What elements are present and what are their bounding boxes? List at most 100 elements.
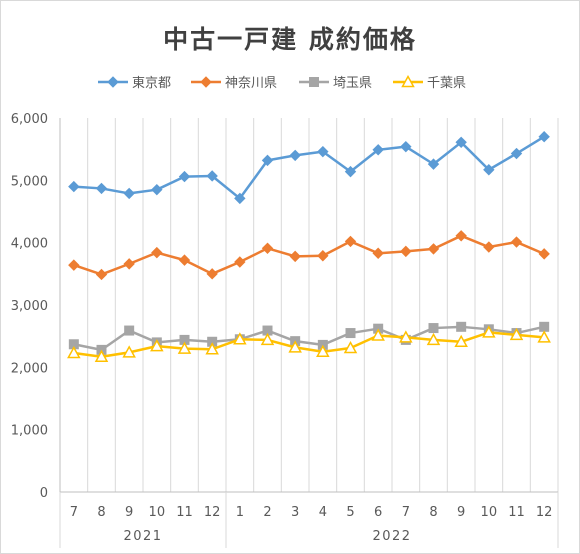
data-point	[538, 130, 550, 143]
data-point	[206, 170, 218, 182]
data-point	[178, 254, 191, 266]
data-point	[261, 242, 274, 254]
x-tick-label: 10	[149, 505, 166, 520]
y-tick-label: 5,000	[11, 174, 48, 189]
data-point	[539, 321, 550, 332]
data-point	[151, 183, 163, 196]
data-point	[538, 248, 550, 260]
data-point	[205, 342, 219, 355]
data-point	[67, 345, 81, 359]
data-point	[537, 330, 551, 343]
data-point	[122, 345, 136, 358]
data-point	[260, 332, 275, 346]
data-point	[345, 328, 356, 339]
axes	[59, 118, 558, 493]
data-point	[400, 140, 412, 153]
y-tick-label: 4,000	[11, 237, 48, 252]
series-line	[73, 331, 545, 358]
y-tick-label: 0	[40, 486, 48, 501]
data-point	[454, 334, 468, 348]
data-point	[343, 340, 358, 354]
data-point	[124, 325, 135, 336]
data-point	[456, 321, 467, 332]
data-point	[400, 245, 412, 258]
data-point	[401, 74, 415, 88]
x-tick-label: 3	[291, 505, 299, 520]
data-point	[123, 258, 135, 270]
y-tick-label: 2,000	[11, 361, 48, 376]
data-point	[206, 268, 218, 280]
x-tick-label: 8	[97, 505, 105, 520]
data-point	[178, 170, 191, 183]
data-point	[177, 341, 192, 354]
y-tick-label: 6,000	[11, 112, 48, 127]
legend-label: 埼玉県	[333, 76, 372, 91]
legend-label: 神奈川県	[225, 76, 277, 91]
data-point	[482, 325, 496, 338]
chart-title: 中古一戸建 成約価格	[163, 25, 417, 54]
plot-area	[67, 130, 551, 362]
data-point	[107, 76, 119, 88]
data-point	[233, 332, 247, 345]
x-tick-label: 9	[125, 505, 133, 520]
data-point	[68, 180, 80, 193]
data-point	[427, 158, 440, 170]
data-point	[288, 340, 302, 353]
data-point	[510, 147, 523, 160]
legend-item: 千葉県	[393, 74, 466, 91]
data-point	[372, 247, 384, 259]
x-tick-label: 7	[70, 505, 78, 520]
x-tick-label: 12	[204, 505, 221, 520]
x-tick-label: 7	[402, 505, 410, 520]
legend-label: 東京都	[132, 75, 171, 91]
data-point	[316, 344, 330, 357]
series-line	[73, 234, 545, 276]
year-label: 2021	[123, 529, 162, 544]
data-point	[427, 243, 440, 255]
data-point	[455, 136, 467, 149]
x-tick-label: 11	[508, 505, 525, 520]
data-point	[95, 182, 108, 195]
data-point	[68, 259, 80, 271]
series-2	[68, 230, 550, 281]
data-point	[372, 144, 384, 156]
legend-label: 千葉県	[427, 76, 466, 91]
gridlines	[87, 118, 559, 492]
x-tick-label: 8	[429, 505, 437, 520]
data-point	[317, 145, 329, 158]
x-tick-label: 9	[457, 505, 465, 520]
data-point	[455, 230, 467, 242]
x-tick-label: 11	[176, 505, 193, 520]
data-point	[509, 327, 524, 341]
data-point	[289, 149, 301, 162]
legend-item: 神奈川県	[191, 76, 277, 91]
y-tick-label: 1,000	[11, 424, 48, 439]
x-tick-label: 1	[236, 505, 244, 520]
year-label: 2022	[372, 529, 411, 544]
data-point	[510, 236, 523, 248]
x-tick-label: 6	[374, 505, 382, 520]
data-point	[344, 235, 357, 248]
legend-item: 埼玉県	[299, 76, 372, 91]
x-tick-label: 12	[536, 505, 553, 520]
data-point	[309, 77, 319, 87]
data-point	[234, 192, 246, 205]
data-point	[399, 330, 413, 343]
x-tick-label: 5	[346, 505, 354, 520]
data-point	[426, 332, 441, 346]
series-4	[67, 325, 551, 362]
x-tick-label: 10	[481, 505, 498, 520]
data-point	[234, 256, 246, 268]
y-tick-label: 3,000	[11, 299, 48, 314]
data-point	[371, 328, 385, 341]
legend-item: 東京都	[98, 75, 171, 91]
data-point	[483, 164, 495, 176]
legend: 東京都 神奈川県 埼玉県 千葉県	[98, 74, 466, 91]
data-point	[95, 268, 108, 281]
data-point	[200, 76, 212, 88]
data-point	[289, 250, 301, 263]
x-tick-label: 2	[263, 505, 271, 520]
